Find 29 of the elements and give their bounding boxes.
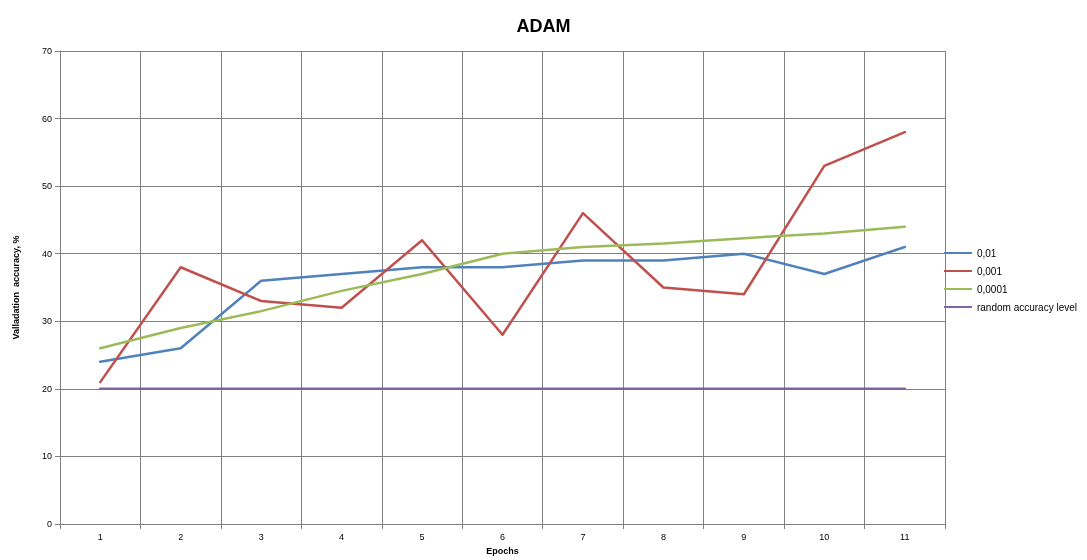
line-series xyxy=(98,130,907,384)
legend-label: 0,001 xyxy=(976,265,1003,277)
line-series xyxy=(98,245,907,364)
x-tick-label: 6 xyxy=(499,531,506,542)
x-tick-label: 3 xyxy=(258,531,264,542)
x-tick-label: 5 xyxy=(419,531,425,542)
x-tick-label: 2 xyxy=(178,531,184,542)
y-tick-label: 20 xyxy=(41,383,52,394)
x-axis-title: Epochs xyxy=(486,545,519,556)
x-tick-label: 4 xyxy=(339,531,345,542)
x-tick-label: 9 xyxy=(741,531,747,542)
x-tick-label: 1 xyxy=(97,531,103,542)
y-tick-label: 50 xyxy=(41,181,52,192)
x-tick-label: 11 xyxy=(900,531,910,542)
y-tick-label: 10 xyxy=(41,451,52,462)
legend-label: 0,01 xyxy=(976,247,997,259)
y-tick-label: 40 xyxy=(41,248,52,259)
y-axis-title: Valladation accuracy, % xyxy=(10,235,21,340)
x-tick-label: 8 xyxy=(660,531,666,542)
line-series xyxy=(98,225,907,350)
legend-label: random accuracy level xyxy=(976,301,1077,313)
y-tick-label: 0 xyxy=(46,519,52,529)
y-tick-label: 70 xyxy=(41,46,52,56)
x-tick-label: 7 xyxy=(580,531,586,542)
y-tick-label: 60 xyxy=(41,113,52,124)
y-tick-label: 30 xyxy=(41,316,52,327)
legend-label: 0,0001 xyxy=(976,283,1008,295)
x-tick-label: 10 xyxy=(819,531,830,542)
chart-title: ADAM xyxy=(516,16,571,36)
